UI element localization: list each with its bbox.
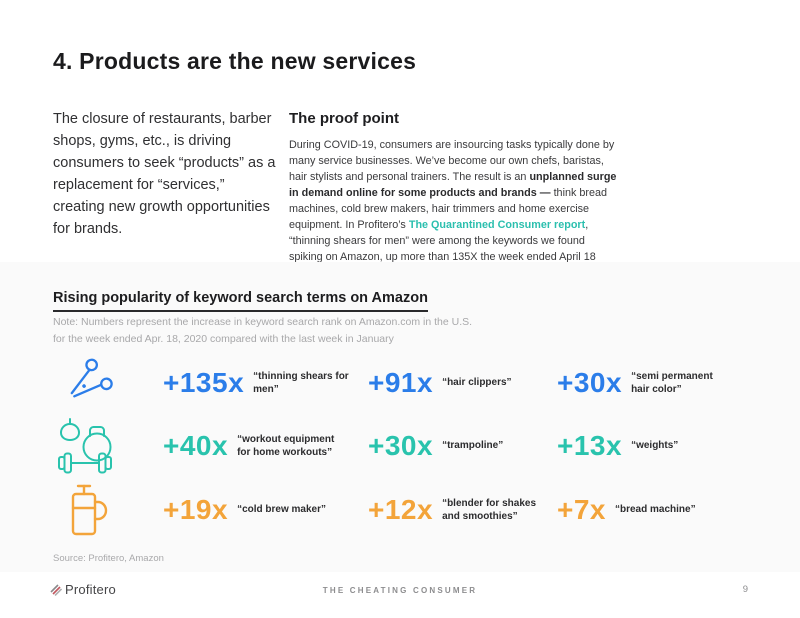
page-title: 4. Products are the new services — [53, 48, 417, 74]
stat-value: +13x — [557, 430, 623, 461]
proof-point-heading: The proof point — [289, 110, 399, 127]
infographic-heading: Rising popularity of keyword search term… — [53, 290, 428, 312]
workout-equipment-icon — [50, 415, 126, 477]
stat-cold-brew-maker: +19x “cold brew maker” — [163, 479, 326, 541]
profitero-logo: Profitero — [50, 582, 116, 597]
stat-weights: +13x “weights” — [557, 415, 678, 477]
stat-label: “trampoline” — [442, 440, 504, 452]
cold-brew-pitcher-icon — [50, 479, 126, 541]
proof-text-bold: unplanned surge in demand online for som… — [289, 170, 617, 199]
note-line-1: Note: Numbers represent the increase in … — [53, 316, 473, 328]
stat-workout-equipment: +40x “workout equipment for home workout… — [163, 415, 337, 477]
proof-text-1: During COVID-19, consumers are insourcin… — [289, 139, 615, 183]
stat-value: +30x — [557, 367, 623, 398]
stat-value: +91x — [368, 367, 434, 398]
stat-label: “workout equipment for home workouts” — [237, 433, 335, 459]
stat-value: +40x — [163, 430, 229, 461]
infographic-note: Note: Numbers represent the increase in … — [53, 314, 472, 349]
stat-thinning-shears: +135x “thinning shears for men” — [163, 352, 353, 414]
intro-text: The closure of restaurants, barber shops… — [53, 111, 276, 238]
page-number: 9 — [742, 584, 748, 595]
infographic-panel: Rising popularity of keyword search term… — [0, 262, 800, 572]
stat-label: “blender for shakes and smoothies” — [442, 497, 536, 523]
profitero-logo-text: Profitero — [65, 582, 116, 597]
stat-value: +30x — [368, 430, 434, 461]
stat-value: +135x — [163, 367, 245, 398]
stat-trampoline: +30x “trampoline” — [368, 415, 503, 477]
stat-label: “thinning shears for men” — [253, 370, 349, 396]
stat-row-fitness: +40x “workout equipment for home workout… — [0, 415, 800, 477]
stat-label: “cold brew maker” — [237, 504, 326, 516]
proof-point-paragraph: During COVID-19, consumers are insourcin… — [289, 138, 621, 282]
stat-row-kitchen: +19x “cold brew maker” +12x “blender for… — [0, 479, 800, 541]
proof-point-section: The proof point During COVID-19, consume… — [289, 110, 621, 282]
stat-label: “weights” — [631, 440, 679, 452]
stat-semi-permanent-hair-color: +30x “semi permanent hair color” — [557, 352, 731, 414]
source-text: Source: Profitero, Amazon — [53, 553, 164, 564]
footer-document-title: THE CHEATING CONSUMER — [322, 586, 478, 595]
stat-row-haircare: +135x “thinning shears for men” +91x “ha… — [0, 352, 800, 414]
stat-bread-machine: +7x “bread machine” — [557, 479, 696, 541]
stat-label: “hair clippers” — [442, 377, 512, 389]
note-line-2: for the week ended Apr. 18, 2020 compare… — [53, 333, 394, 346]
proof-text-2: think bread machines, cold brew makers, … — [289, 186, 607, 231]
stat-label: “bread machine” — [615, 504, 696, 516]
stat-value: +7x — [557, 494, 606, 525]
stat-value: +19x — [163, 494, 229, 525]
stat-blender: +12x “blender for shakes and smoothies” — [368, 479, 542, 541]
stat-value: +12x — [368, 494, 434, 525]
scissors-icon — [50, 352, 126, 414]
quarantined-consumer-report-link[interactable]: The Quarantined Consumer report — [408, 218, 586, 231]
stat-label: “semi permanent hair color” — [631, 370, 713, 396]
profitero-logo-icon — [50, 583, 62, 596]
stat-hair-clippers: +91x “hair clippers” — [368, 352, 512, 414]
